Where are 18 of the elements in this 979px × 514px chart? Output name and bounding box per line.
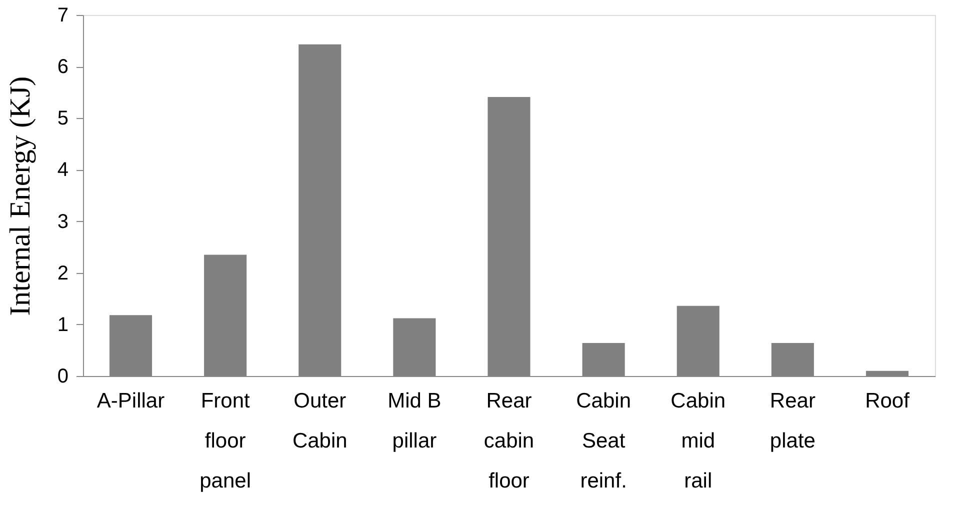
- x-tick-label: Rear plate: [770, 390, 816, 452]
- x-tick-label: Front floor panel: [200, 390, 252, 492]
- y-tick-label: 1: [57, 314, 68, 336]
- x-tick-label: Cabin Seat reinf.: [576, 390, 631, 492]
- x-tick-label: Cabin mid rail: [670, 390, 726, 492]
- x-tick-label: Mid B pillar: [388, 390, 442, 452]
- y-tick-label: 2: [57, 262, 68, 284]
- x-tick-label: Outer Cabin: [292, 390, 348, 452]
- x-tick-label: A-Pillar: [96, 390, 165, 412]
- y-tick-label: 4: [57, 159, 68, 182]
- y-axis-title: Internal Energy (KJ): [4, 76, 36, 316]
- x-tick-label: Rear cabin floor: [484, 390, 534, 492]
- y-tick-label: 7: [57, 4, 68, 26]
- y-tick-label: 6: [57, 56, 68, 78]
- y-tick-label: 5: [57, 108, 68, 130]
- x-tick-label: Roof: [865, 390, 910, 412]
- y-tick-label: 3: [57, 210, 68, 233]
- y-tick-label: 0: [57, 366, 68, 388]
